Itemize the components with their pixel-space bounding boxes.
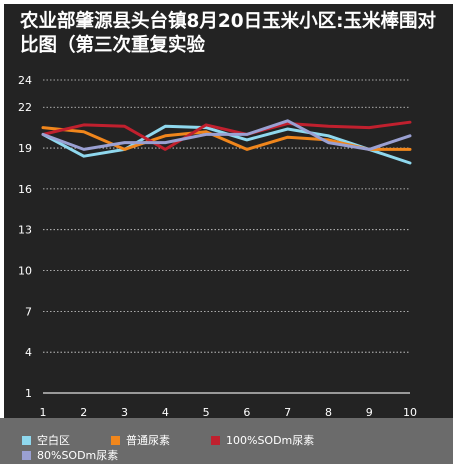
data-point: [123, 125, 126, 128]
legend-label: 80%SODm尿素: [37, 449, 119, 462]
x-tick-label: 3: [121, 406, 128, 419]
legend-swatch: [211, 435, 220, 445]
y-tick-label: 19: [18, 142, 32, 155]
legend-item-100-sodm-urea: 100%SODm尿素: [211, 432, 314, 448]
data-point: [246, 139, 248, 141]
data-point: [82, 124, 85, 126]
data-point: [42, 133, 44, 136]
legend-item-blank: 空白区: [22, 432, 70, 448]
x-tick-label: 7: [284, 406, 291, 419]
legend-item-normal-urea: 普通尿素: [111, 432, 170, 448]
data-point: [82, 155, 85, 158]
legend-label: 普通尿素: [126, 434, 170, 447]
data-point: [205, 130, 207, 133]
data-point: [205, 124, 207, 126]
y-tick-label: 13: [18, 224, 32, 237]
x-tick-label: 1: [40, 406, 47, 419]
y-tick-label: 4: [25, 346, 32, 359]
x-tick-label: 9: [366, 406, 373, 419]
legend-item-80-sodm-urea: 80%SODm尿素: [22, 447, 118, 463]
data-point: [164, 141, 167, 144]
data-point: [327, 125, 330, 128]
x-tick-label: 6: [243, 406, 250, 419]
x-tick-label: 10: [403, 406, 417, 419]
data-point: [205, 126, 207, 129]
axis-layer: 1 4 7 10 13 16 19 22 24 1 2 3 4 5 6 7 8 9 10: [18, 74, 417, 419]
x-tick-label: 4: [162, 406, 169, 419]
data-point: [164, 134, 167, 137]
x-tick-label: 2: [80, 406, 87, 419]
chart-background: [4, 4, 453, 464]
series-layer: [41, 119, 412, 165]
data-point: [409, 148, 411, 151]
data-point: [246, 133, 248, 136]
data-point: [327, 139, 330, 141]
data-point: [123, 148, 126, 151]
legend-swatch: [22, 435, 31, 445]
y-tick-label: 1: [25, 387, 32, 400]
data-point: [368, 148, 371, 151]
data-point: [409, 121, 411, 123]
legend-swatch: [22, 450, 31, 460]
y-tick-label: 10: [18, 265, 32, 278]
data-point: [286, 136, 289, 138]
y-tick-label: 22: [18, 101, 32, 114]
legend-label: 100%SODm尿素: [226, 434, 315, 447]
data-point: [327, 141, 330, 144]
data-point: [368, 126, 371, 129]
data-point: [82, 130, 85, 133]
grid-layer: [43, 79, 410, 353]
x-tick-label: 5: [203, 406, 210, 419]
data-point: [82, 148, 85, 151]
data-point: [205, 133, 207, 136]
data-point: [164, 125, 167, 128]
data-point: [123, 141, 126, 144]
data-point: [286, 128, 289, 130]
series-line-3: [41, 119, 412, 151]
data-point: [327, 134, 330, 137]
legend-label: 空白区: [37, 434, 70, 447]
data-point: [409, 162, 411, 164]
legend-swatch: [111, 435, 120, 445]
data-point: [42, 126, 44, 129]
data-point: [246, 148, 248, 151]
y-tick-label: 16: [18, 183, 32, 196]
chart-title: 农业部肇源县头台镇8月20日玉米小区:玉米棒围对比图（第三次重复实验: [20, 11, 437, 56]
legend: 空白区 普通尿素 100%SODm尿素 80%SODm尿素: [0, 418, 453, 464]
data-point: [409, 134, 411, 137]
x-tick-label: 8: [325, 406, 332, 419]
data-point: [164, 148, 167, 151]
y-tick-label: 24: [18, 74, 32, 87]
y-tick-label: 7: [25, 305, 32, 318]
data-point: [286, 120, 289, 122]
series-line-2: [41, 120, 412, 151]
data-point: [286, 122, 289, 125]
